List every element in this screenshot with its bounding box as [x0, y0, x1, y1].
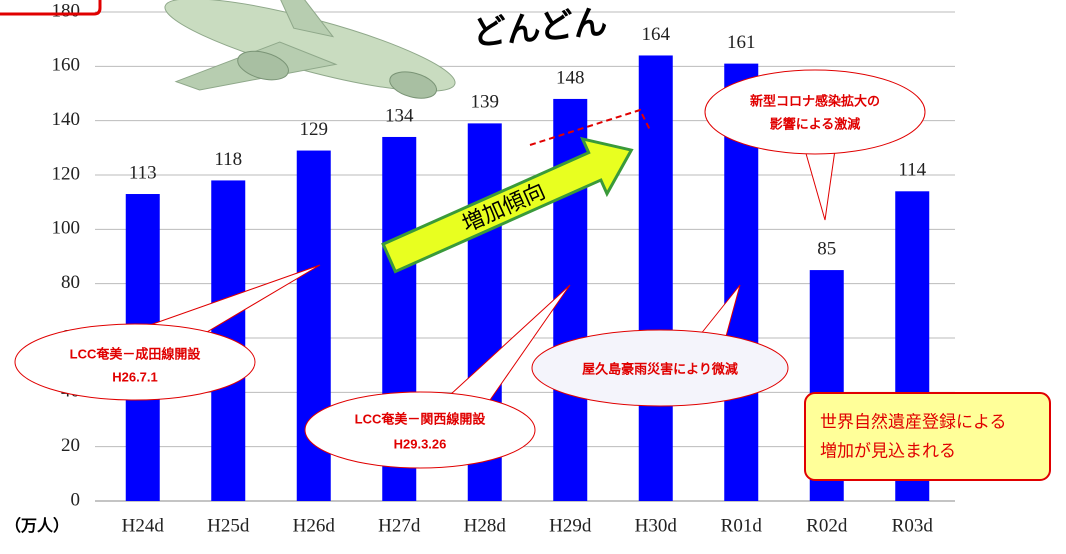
data-label: 164: [642, 24, 671, 45]
x-tick-label: H26d: [293, 515, 336, 536]
callout-text: 新型コロナ感染拡大の: [750, 93, 880, 108]
data-label: 139: [471, 92, 500, 113]
data-label: 113: [129, 162, 157, 183]
note-box: 世界自然遺産登録による 増加が見込まれる: [804, 392, 1051, 481]
frame: [0, 0, 102, 16]
data-label: 161: [727, 32, 756, 53]
annotations: どんどん 増加傾向 LCC奄美－成田線開設 H26.7.1 LCC奄美－関西線開…: [0, 0, 1051, 481]
y-tick-label: 140: [52, 109, 81, 130]
callout-text: 屋久島豪雨災害により微減: [582, 361, 738, 376]
callout: LCC奄美－関西線開設 H29.3.26: [304, 284, 571, 469]
airplane: [164, 0, 456, 99]
trend-text: どんどん: [471, 3, 609, 53]
data-label: 129: [300, 119, 329, 140]
x-tick-label: H24d: [122, 515, 165, 536]
y-tick-label: 100: [52, 218, 81, 239]
x-tick-label: H28d: [464, 515, 507, 536]
callout: LCC奄美－成田線開設 H26.7.1: [14, 264, 321, 401]
callout: 新型コロナ感染拡大の 影響による激減: [704, 69, 926, 221]
data-label: 114: [898, 160, 926, 181]
callout: 屋久島豪雨災害により微減: [531, 284, 789, 407]
unit-label: （万人）: [5, 517, 69, 535]
callout-text: H29.3.26: [394, 436, 447, 451]
y-tick-label: 180: [52, 0, 81, 21]
y-tick-label: 160: [52, 55, 81, 76]
data-label: 148: [556, 67, 585, 88]
y-tick-label: 20: [61, 435, 80, 456]
y-tick-label: 120: [52, 163, 81, 184]
callout-text: LCC奄美－成田線開設: [70, 346, 202, 361]
x-tick-label: R02d: [806, 515, 848, 536]
x-tick-label: H27d: [378, 515, 421, 536]
callout-text: 影響による激減: [770, 116, 861, 131]
note-text: 増加が見込まれる: [820, 441, 956, 460]
x-tick-label: H30d: [635, 515, 678, 536]
data-label: 118: [214, 149, 242, 170]
trend-arrow: 増加傾向: [381, 136, 634, 274]
x-tick-label: H25d: [207, 515, 250, 536]
note-text: 世界自然遺産登録による: [820, 412, 1007, 431]
data-label: 85: [817, 238, 836, 259]
callout-text: LCC奄美－関西線開設: [355, 411, 487, 426]
x-tick-label: R03d: [892, 515, 934, 536]
callout-text: H26.7.1: [112, 369, 158, 384]
x-tick-label: R01d: [721, 515, 763, 536]
y-tick-label: 80: [61, 272, 80, 293]
x-tick-label: H29d: [549, 515, 592, 536]
data-label: 134: [385, 105, 414, 126]
y-tick-label: 0: [71, 489, 81, 510]
bar: [638, 55, 673, 501]
